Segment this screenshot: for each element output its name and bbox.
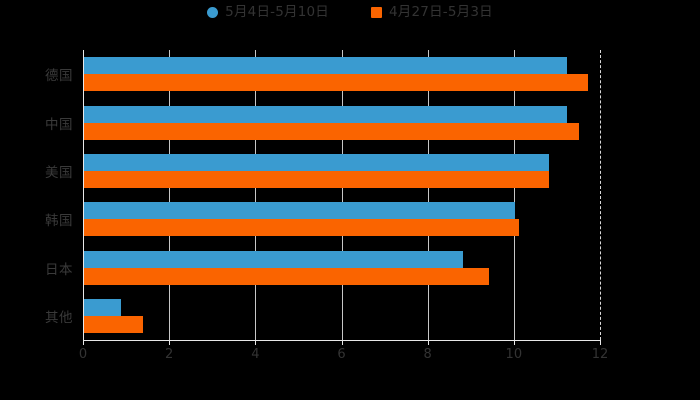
gridline-x-2 <box>169 50 171 340</box>
plot-area: 德国中国美国韩国日本其他 0 2 4 6 8 10 12 <box>45 50 608 362</box>
bar-4-series-1[interactable] <box>84 267 489 285</box>
x-tick-label-10: 10 <box>505 347 523 362</box>
x-tick-label-4: 4 <box>251 347 260 362</box>
gridlines <box>83 50 602 340</box>
y-axis-label-1: 中国 <box>45 116 73 133</box>
y-axis-label-3: 韩国 <box>45 213 73 230</box>
legend-item-series-0[interactable]: 5月4日-5月10日 <box>207 4 329 20</box>
gridline-x-12 <box>600 50 602 340</box>
bar-5-series-0[interactable] <box>84 298 121 316</box>
x-tick-label-6: 6 <box>337 347 346 362</box>
gridline-x-4 <box>255 50 257 340</box>
x-tick-10 <box>513 340 515 345</box>
x-tick-6 <box>341 340 343 345</box>
bar-0-series-1[interactable] <box>84 74 589 92</box>
gridline-x-6 <box>341 50 343 340</box>
y-axis-label-5: 其他 <box>45 309 73 326</box>
bar-2-series-1[interactable] <box>84 170 550 188</box>
bar-1-series-1[interactable] <box>84 122 580 140</box>
bar-0-series-0[interactable] <box>84 57 567 75</box>
bar-3-series-0[interactable] <box>84 202 515 220</box>
bars: 德国中国美国韩国日本其他 <box>45 50 600 340</box>
x-tick-label-0: 0 <box>78 347 88 362</box>
axes: 0 2 4 6 8 10 12 <box>79 50 608 362</box>
bar-1-series-0[interactable] <box>84 105 567 123</box>
bar-3-series-1[interactable] <box>84 219 520 237</box>
legend-label-series-1: 4月27日-5月3日 <box>389 4 493 20</box>
legend-marker-circle-icon <box>207 7 219 19</box>
x-tick-8 <box>427 340 429 345</box>
x-tick-label-2: 2 <box>165 347 174 362</box>
y-axis-label-2: 美国 <box>45 164 73 181</box>
bar-5-series-1[interactable] <box>84 315 144 333</box>
x-tick-12 <box>600 340 601 345</box>
x-tick-4 <box>255 340 257 345</box>
y-axis-label-4: 日本 <box>45 261 73 278</box>
x-tick-label-12: 12 <box>591 347 609 362</box>
y-axis-line <box>83 50 84 340</box>
gridline-x-10 <box>513 50 515 340</box>
x-tick-label-8: 8 <box>423 347 432 362</box>
chart-legend: 5月4日-5月10日 4月27日-5月3日 <box>0 4 700 20</box>
bar-2-series-0[interactable] <box>84 153 550 171</box>
bar-4-series-0[interactable] <box>84 250 464 268</box>
x-tick-2 <box>169 340 171 345</box>
legend-item-series-1[interactable]: 4月27日-5月3日 <box>371 4 493 20</box>
x-tick-0 <box>83 340 84 345</box>
gridline-x-8 <box>427 50 429 340</box>
legend-label-series-0: 5月4日-5月10日 <box>225 4 329 20</box>
legend-marker-square-icon <box>371 7 382 19</box>
y-axis-label-0: 德国 <box>45 68 73 85</box>
